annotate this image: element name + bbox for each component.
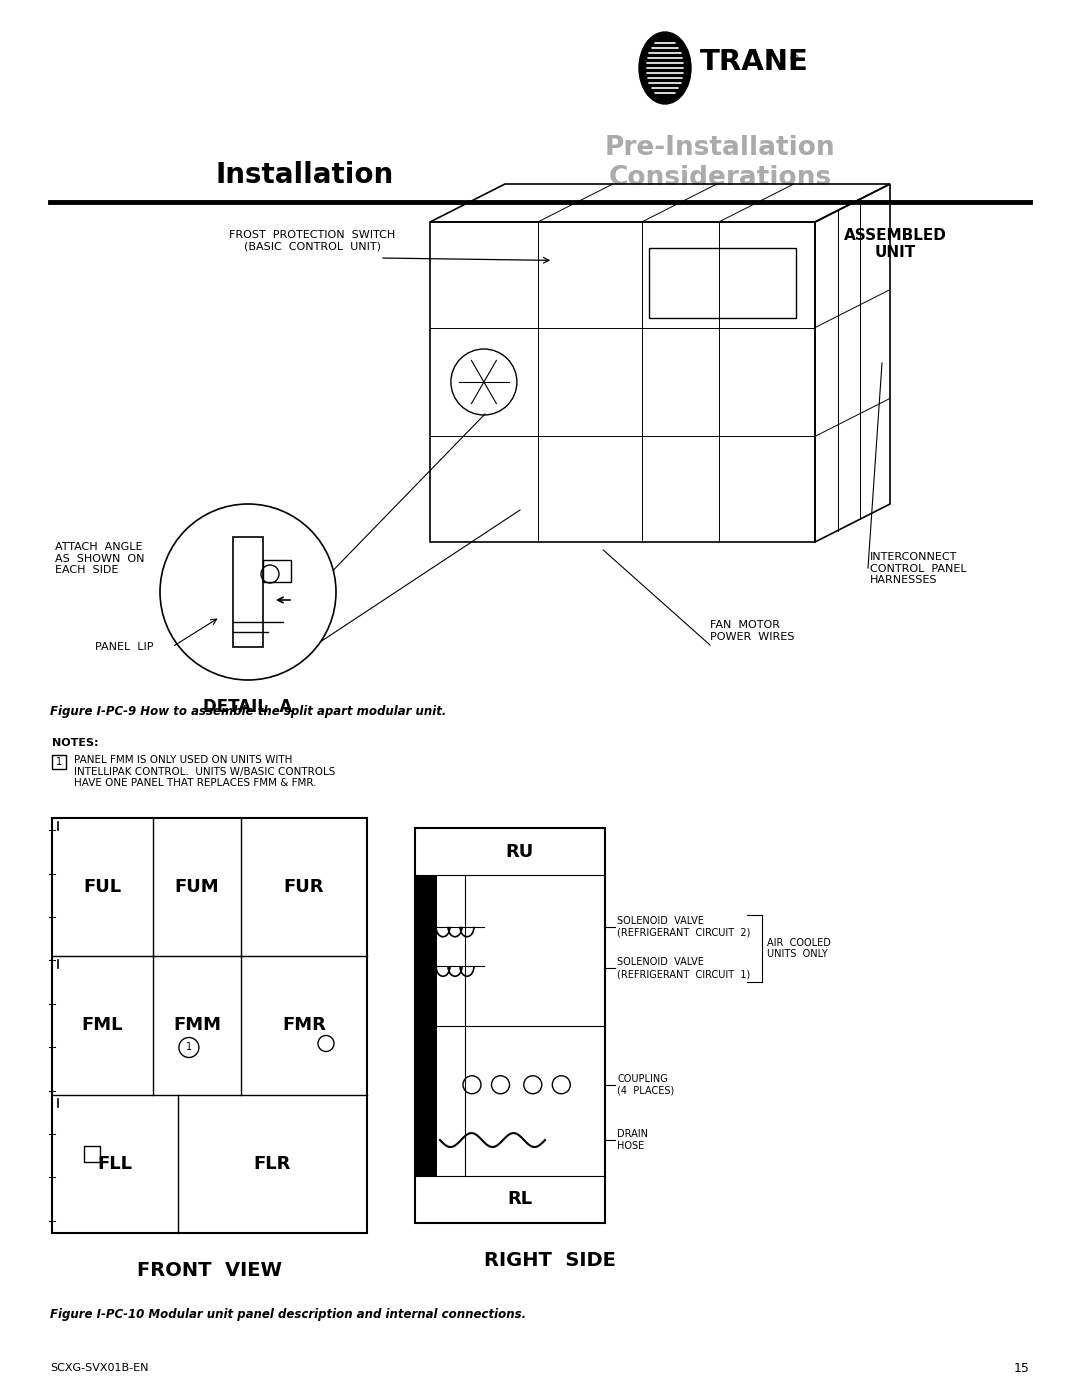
Text: ASSEMBLED
UNIT: ASSEMBLED UNIT (843, 228, 946, 260)
Text: TRANE: TRANE (700, 47, 809, 75)
Text: INTERCONNECT
CONTROL  PANEL
HARNESSES: INTERCONNECT CONTROL PANEL HARNESSES (870, 552, 967, 585)
Text: ®: ® (789, 54, 800, 64)
Text: FMR: FMR (282, 1017, 326, 1035)
Text: RL: RL (507, 1190, 532, 1208)
Bar (52, 819, 367, 1234)
Text: SCXG-SVX01B-EN: SCXG-SVX01B-EN (50, 1363, 149, 1373)
Text: DRAIN
HOSE: DRAIN HOSE (617, 1129, 648, 1151)
Bar (415, 876, 437, 1176)
Text: AIR  COOLED
UNITS  ONLY: AIR COOLED UNITS ONLY (767, 937, 831, 960)
Text: PANEL FMM IS ONLY USED ON UNITS WITH
INTELLIPAK CONTROL.  UNITS W/BASIC CONTROLS: PANEL FMM IS ONLY USED ON UNITS WITH INT… (75, 754, 336, 788)
Text: FML: FML (82, 1017, 123, 1035)
Text: FRONT  VIEW: FRONT VIEW (137, 1261, 282, 1280)
Text: ATTACH  ANGLE
AS  SHOWN  ON
EACH  SIDE: ATTACH ANGLE AS SHOWN ON EACH SIDE (55, 542, 145, 576)
Text: Figure I-PC-10 Modular unit panel description and internal connections.: Figure I-PC-10 Modular unit panel descri… (50, 1308, 526, 1322)
Ellipse shape (639, 32, 691, 103)
Text: FUM: FUM (175, 879, 219, 895)
Bar (233, 536, 264, 647)
Text: 15: 15 (1014, 1362, 1030, 1375)
Text: FAN  MOTOR
POWER  WIRES: FAN MOTOR POWER WIRES (710, 620, 795, 641)
Text: Figure I-PC-9 How to assemble the split apart modular unit.: Figure I-PC-9 How to assemble the split … (50, 705, 446, 718)
Text: Pre-Installation: Pre-Installation (605, 136, 835, 161)
Text: FUR: FUR (284, 879, 324, 895)
Text: FMM: FMM (173, 1017, 221, 1035)
Bar (415, 828, 605, 1222)
Text: NOTES:: NOTES: (52, 738, 98, 747)
Text: 1: 1 (186, 1042, 192, 1052)
Text: SOLENOID  VALVE
(REFRIGERANT  CIRCUIT  1): SOLENOID VALVE (REFRIGERANT CIRCUIT 1) (617, 957, 751, 979)
Bar (649, 247, 796, 319)
Text: FLR: FLR (254, 1155, 292, 1173)
Bar (83, 1146, 99, 1162)
Text: FUL: FUL (83, 879, 121, 895)
Text: DETAIL  A: DETAIL A (203, 698, 293, 717)
Text: RU: RU (505, 842, 534, 861)
Text: PANEL  LIP: PANEL LIP (95, 643, 153, 652)
Text: 1: 1 (56, 757, 62, 767)
Text: COUPLING
(4  PLACES): COUPLING (4 PLACES) (617, 1074, 674, 1095)
Text: SOLENOID  VALVE
(REFRIGERANT  CIRCUIT  2): SOLENOID VALVE (REFRIGERANT CIRCUIT 2) (617, 916, 751, 937)
Text: RIGHT  SIDE: RIGHT SIDE (484, 1250, 616, 1270)
Text: Installation: Installation (216, 161, 394, 189)
Text: FROST  PROTECTION  SWITCH
(BASIC  CONTROL  UNIT): FROST PROTECTION SWITCH (BASIC CONTROL U… (229, 231, 395, 251)
Text: Considerations: Considerations (608, 165, 832, 191)
Bar (52, 754, 66, 768)
Bar (264, 560, 291, 583)
Text: FLL: FLL (97, 1155, 133, 1173)
